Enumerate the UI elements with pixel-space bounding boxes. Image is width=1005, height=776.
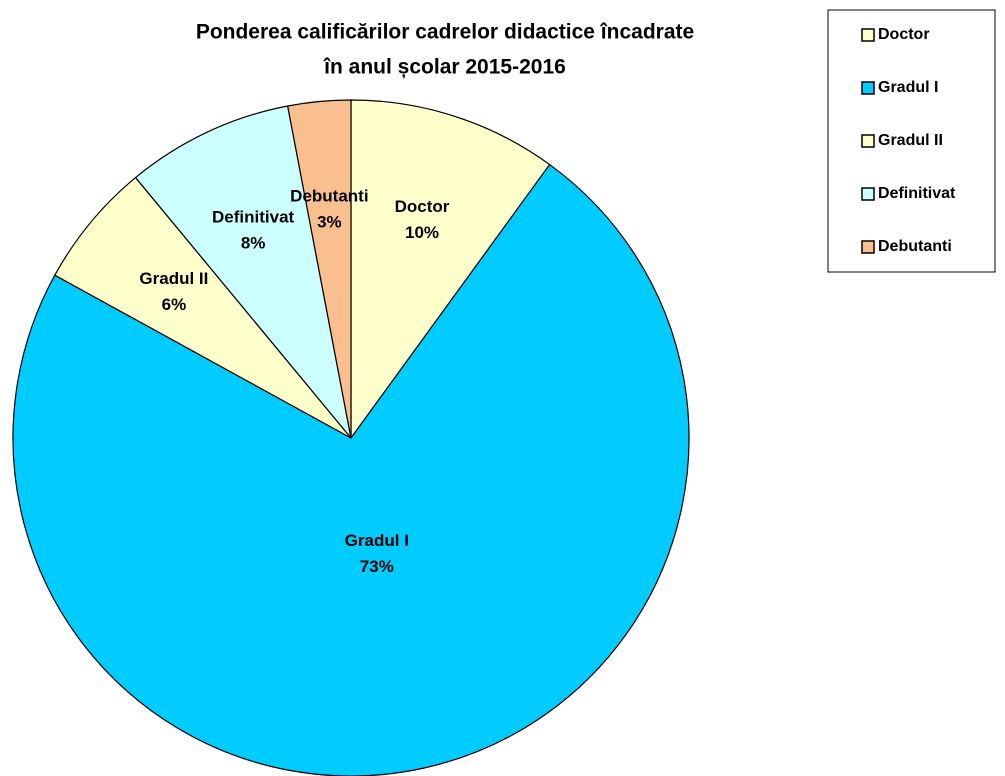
data-label: 73%: [360, 557, 394, 576]
pie-slice: [286, 99, 352, 439]
pie-slice: [12, 163, 690, 776]
data-label: 3%: [317, 213, 342, 232]
data-label: 6%: [162, 295, 187, 314]
legend-label: Definitivat: [878, 185, 956, 202]
legend-swatch: [861, 240, 875, 254]
data-label-name: Definitivat: [212, 208, 295, 227]
data-label: 10%: [405, 223, 439, 242]
pie-slice: [53, 176, 352, 439]
legend-swatch: [861, 28, 875, 42]
legend-label: Doctor: [878, 26, 930, 43]
data-label-name: Gradul II: [139, 269, 208, 288]
legend-label: Gradul I: [878, 79, 938, 96]
legend-swatch: [861, 187, 875, 201]
pie-slice: [134, 105, 352, 439]
legend-label: Gradul II: [878, 132, 943, 149]
data-label-name: Doctor: [395, 197, 450, 216]
data-label-name: Debutanti: [290, 187, 368, 206]
data-label: 8%: [241, 234, 266, 253]
legend-swatch: [861, 134, 875, 148]
chart-title: Ponderea calificărilor cadrelor didactic…: [196, 21, 694, 44]
legend-swatch: [861, 81, 875, 95]
legend-label: Debutanti: [878, 238, 952, 255]
data-label-name: Gradul I: [345, 531, 409, 550]
chart-title: în anul școlar 2015-2016: [323, 56, 566, 79]
pie-slice: [350, 99, 551, 440]
legend-box: [827, 9, 996, 273]
